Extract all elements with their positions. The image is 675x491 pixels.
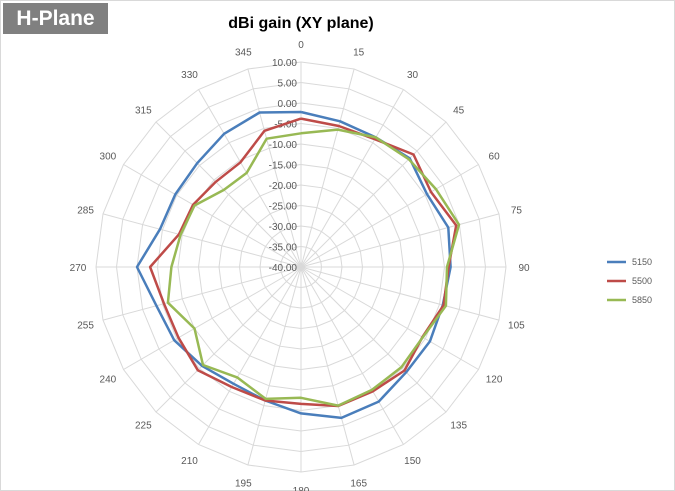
- series-lines: [135, 110, 461, 420]
- grid-spoke: [123, 266, 302, 370]
- legend-label-5850: 5850: [632, 295, 652, 305]
- angle-tick-label: 225: [135, 421, 152, 432]
- angle-tick-label: 255: [77, 321, 94, 332]
- h-plane-badge: H-Plane: [3, 3, 108, 34]
- angle-tick-label: 135: [450, 421, 467, 432]
- grid-spoke: [300, 266, 500, 321]
- angle-tick-label: 0: [298, 40, 304, 51]
- angle-tick-label: 90: [518, 263, 530, 274]
- grid-spoke: [198, 89, 302, 268]
- radial-tick-label: -35.00: [269, 243, 298, 254]
- legend-label-5150: 5150: [632, 257, 652, 267]
- angle-tick-label: 300: [100, 152, 117, 163]
- series-5500-line: [148, 117, 458, 408]
- grid-spoke: [102, 213, 302, 268]
- angle-tick-label: 75: [511, 205, 523, 216]
- grid-spoke: [247, 266, 302, 466]
- series-5850-line: [166, 128, 461, 407]
- radial-tick-label: 10.00: [272, 58, 297, 69]
- legend-label-5500: 5500: [632, 276, 652, 286]
- angle-tick-label: 120: [486, 375, 503, 386]
- series-5150-line: [135, 110, 452, 420]
- angle-tick-label: 165: [350, 478, 367, 489]
- radial-tick-label: -15.00: [269, 161, 298, 172]
- angle-tick-label: 330: [181, 70, 198, 81]
- angle-tick-label: 210: [181, 456, 198, 467]
- grid-spoke: [300, 266, 355, 466]
- angle-tick-label: 345: [235, 48, 252, 59]
- radial-tick-labels: 10.00 5.00 0.00 -5.00 -10.00 -15.00 -20.00 -25.…: [269, 58, 298, 274]
- radial-tick-label: -5.00: [274, 120, 297, 131]
- angle-tick-label: 315: [135, 105, 152, 116]
- angle-tick-label: 105: [508, 321, 525, 332]
- radial-tick-label: -30.00: [269, 222, 298, 233]
- grid-spoke: [247, 68, 302, 268]
- grid-spoke: [155, 121, 302, 268]
- angle-tick-label: 45: [453, 105, 465, 116]
- grid-spoke: [102, 266, 302, 321]
- angle-tick-labels: 0 15 30 45 60 75 90 105 120 135 150 165 180 195 210 225…: [70, 40, 530, 491]
- grid-spoke: [300, 68, 355, 268]
- grid-spoke: [300, 266, 404, 445]
- angle-tick-label: 180: [293, 486, 310, 491]
- grid-spoke: [300, 213, 500, 268]
- angle-tick-label: 30: [407, 70, 419, 81]
- grid-spoke: [300, 266, 447, 413]
- radial-tick-label: 0.00: [278, 99, 298, 110]
- grid-spoke: [123, 164, 302, 268]
- grid-spoke: [300, 121, 447, 268]
- radial-tick-label: -10.00: [269, 140, 298, 151]
- angle-tick-label: 270: [70, 263, 87, 274]
- chart-title: dBi gain (XY plane): [228, 15, 374, 32]
- grid-spoke: [300, 89, 404, 268]
- legend: 5150 5500 5850: [607, 257, 652, 305]
- polar-spokes: [96, 62, 506, 472]
- radial-tick-label: -20.00: [269, 181, 298, 192]
- radial-tick-label: -25.00: [269, 202, 298, 213]
- angle-tick-label: 195: [235, 478, 252, 489]
- grid-spoke: [300, 164, 479, 268]
- radial-tick-label: 5.00: [278, 79, 298, 90]
- angle-tick-label: 60: [489, 152, 501, 163]
- grid-spoke: [300, 266, 479, 370]
- angle-tick-label: 285: [77, 205, 94, 216]
- grid-spoke: [155, 266, 302, 413]
- radial-tick-label: -40.00: [269, 263, 298, 274]
- grid-spoke: [198, 266, 302, 445]
- angle-tick-label: 240: [100, 375, 117, 386]
- angle-tick-label: 15: [353, 48, 365, 59]
- angle-tick-label: 150: [404, 456, 421, 467]
